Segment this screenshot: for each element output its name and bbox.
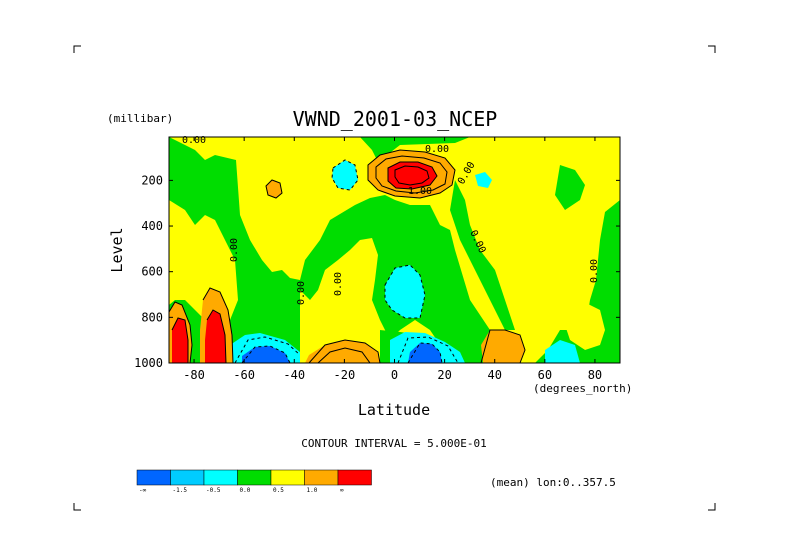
colorbar-label: 1.0 <box>307 487 318 494</box>
northern-yellow-region <box>520 255 565 340</box>
colorbar-label: ∞ <box>340 487 344 494</box>
colorbar-swatch <box>237 469 272 486</box>
colorbar-label: -0.5 <box>206 487 221 494</box>
y-tick-label: 400 <box>141 219 163 233</box>
x-tick-label: -60 <box>233 368 255 382</box>
y-tick-label: 1000 <box>134 356 163 370</box>
contour-lines-dashed <box>234 159 459 363</box>
x-tick-label: -20 <box>334 368 356 382</box>
contour-lines-solid <box>169 149 526 363</box>
colorbar-swatch <box>136 469 171 486</box>
y-axis-label: Level <box>108 227 126 272</box>
x-tick-label: -80 <box>183 368 205 382</box>
colorbar-label: -∞ <box>139 487 147 494</box>
red-regions <box>172 162 437 363</box>
x-axis-label: Latitude <box>358 401 430 419</box>
mean-longitude-text: (mean) lon:0..357.5 <box>490 476 616 489</box>
crop-marks <box>73 45 716 511</box>
colorbar-swatch <box>270 469 305 486</box>
colorbar-swatch <box>170 469 205 486</box>
y-axis-units: (millibar) <box>107 112 173 125</box>
x-axis-units: (degrees_north) <box>533 382 632 395</box>
colorbar-swatch <box>337 469 372 486</box>
x-tick-label: 60 <box>538 368 552 382</box>
colorbar-label: 0.5 <box>273 487 284 494</box>
y-tick-label: 800 <box>141 310 163 324</box>
x-tick-label: -40 <box>283 368 305 382</box>
shaded-field <box>169 137 620 363</box>
x-tick-label: 40 <box>487 368 501 382</box>
contour-label: 0.00 <box>296 281 307 305</box>
contour-label: 0.00 <box>425 144 449 155</box>
x-tick-label: 0 <box>391 368 398 382</box>
contour-label: 0.00 <box>333 272 344 296</box>
contour-label: 0.00 <box>589 259 600 283</box>
y-tick-label: 600 <box>141 265 163 279</box>
x-axis: -80 -60 -40 -20 0 20 40 60 80 <box>183 137 602 382</box>
polar-yellow-region <box>560 300 605 350</box>
y-tick-label: 200 <box>141 173 163 187</box>
colorbar-label: 0.0 <box>240 487 251 494</box>
contour-label: 0.00 <box>229 238 240 262</box>
colorbar-swatch <box>304 469 339 486</box>
colorbar-label: -1.5 <box>173 487 188 494</box>
colorbar: -∞ -1.5 -0.5 0.0 0.5 1.0 ∞ <box>136 469 372 494</box>
contour-interval-text: CONTOUR INTERVAL = 5.000E-01 <box>301 437 486 450</box>
chart-title: VWND_2001-03_NCEP <box>293 107 498 131</box>
y-axis: 200 400 600 800 1000 <box>134 173 620 370</box>
equatorial-yellow-region <box>300 238 450 363</box>
colorbar-swatch <box>203 469 238 486</box>
southern-yellow-region <box>169 200 238 320</box>
x-tick-label: 20 <box>437 368 451 382</box>
x-tick-label: 80 <box>588 368 602 382</box>
contour-label: 1.00 <box>408 186 432 197</box>
